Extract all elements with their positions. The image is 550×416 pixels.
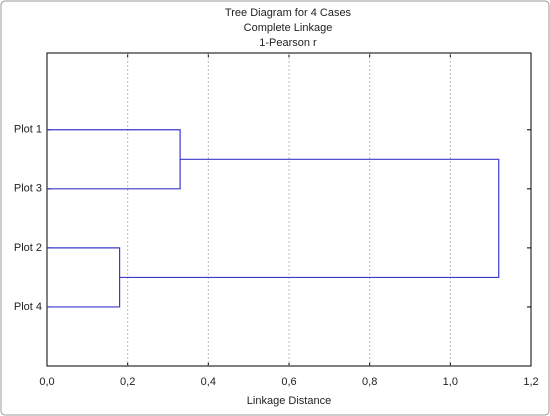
x-tick-label: 0,8 bbox=[362, 376, 377, 388]
x-tick-label: 0,0 bbox=[39, 376, 54, 388]
x-tick-label: 1,2 bbox=[523, 376, 538, 388]
y-tick-label: Plot 1 bbox=[14, 124, 42, 136]
x-tick-label: 0,6 bbox=[281, 376, 296, 388]
link bbox=[119, 158, 500, 279]
x-axis-label: Linkage Distance bbox=[247, 395, 331, 407]
x-tick-label: 0,4 bbox=[201, 376, 216, 388]
y-tick-label: Plot 2 bbox=[14, 242, 42, 254]
chart-title: Tree Diagram for 4 Cases bbox=[225, 7, 352, 19]
chart-subtitle: Complete Linkage bbox=[244, 22, 333, 34]
y-tick-label: Plot 4 bbox=[14, 301, 42, 313]
chart-subtitle: 1-Pearson r bbox=[259, 37, 317, 49]
x-tick-label: 1,0 bbox=[443, 376, 458, 388]
x-tick-label: 0,2 bbox=[120, 376, 135, 388]
y-tick-label: Plot 3 bbox=[14, 183, 42, 195]
plot-area bbox=[46, 52, 532, 367]
